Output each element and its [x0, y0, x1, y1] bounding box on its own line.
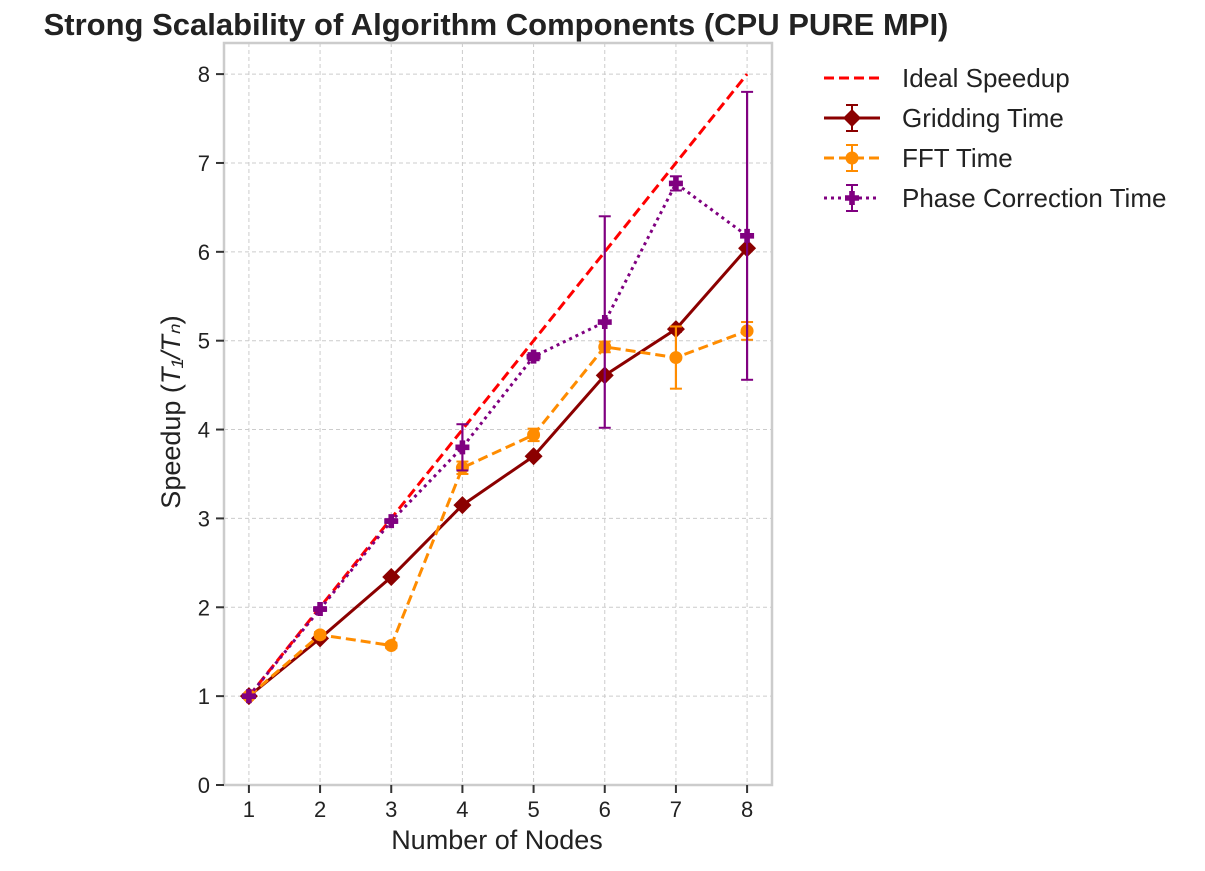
series-group: [239, 73, 757, 706]
x-tick-label-3: 3: [385, 797, 397, 822]
data-point-2-6: [669, 351, 683, 365]
legend-label-3: Phase Correction Time: [902, 183, 1166, 213]
axes: 1 2 3 4 5 6 7 8 0 1 2 3 4 5 6 7 8: [198, 41, 774, 822]
y-tick-label-2: 2: [198, 595, 210, 620]
series-line-3: [247, 181, 748, 698]
data-point-2-4: [527, 428, 541, 442]
y-axis-label-math: T₁/Tₙ: [156, 324, 186, 384]
x-tick-label-7: 7: [670, 797, 682, 822]
legend-entry-1: Gridding Time: [824, 103, 1064, 133]
y-tick-label-3: 3: [198, 506, 210, 531]
y-tick-label-0: 0: [198, 773, 210, 798]
x-tick-label-5: 5: [527, 797, 539, 822]
legend-entry-3: Phase Correction Time: [824, 183, 1166, 213]
x-tick-label-1: 1: [243, 797, 255, 822]
series-3: [241, 90, 755, 704]
x-tick-label-6: 6: [599, 797, 611, 822]
plot-frame: [222, 41, 774, 787]
legend-label-2: FFT Time: [902, 143, 1013, 173]
data-point-3-4: [526, 349, 541, 364]
data-point-2-2: [384, 638, 398, 652]
legend-marker-3: [845, 191, 859, 205]
data-point-3-0: [241, 689, 256, 704]
data-point-3-7: [740, 228, 755, 243]
legend-marker-1: [843, 109, 861, 127]
data-point-1-2: [382, 568, 401, 587]
y-axis-label: Speedup (T₁/Tₙ): [156, 315, 186, 508]
data-point-3-6: [668, 176, 683, 191]
y-tick-label-1: 1: [198, 684, 210, 709]
y-axis-label-prefix: Speedup (: [156, 384, 186, 509]
x-tick-label-4: 4: [456, 797, 468, 822]
data-point-3-3: [455, 440, 470, 455]
y-tick-label-8: 8: [198, 62, 210, 87]
legend-label-0: Ideal Speedup: [902, 63, 1070, 93]
x-tick-label-8: 8: [741, 797, 753, 822]
series-line-0: [247, 73, 749, 698]
x-axis-label: Number of Nodes: [391, 825, 603, 855]
series-line-1: [247, 247, 749, 698]
data-point-2-1: [313, 628, 327, 642]
y-tick-label-6: 6: [198, 240, 210, 265]
y-tick-label-7: 7: [198, 151, 210, 176]
data-point-1-3: [453, 496, 472, 515]
chart-title: Strong Scalability of Algorithm Componen…: [44, 7, 949, 42]
y-axis-label-suffix: ): [156, 315, 186, 324]
y-tick-label-5: 5: [198, 329, 210, 354]
data-point-3-1: [313, 602, 328, 617]
y-tick-label-4: 4: [198, 418, 210, 443]
data-point-3-2: [384, 514, 399, 529]
data-point-1-4: [524, 447, 543, 466]
series-0: [247, 73, 749, 698]
series-line-2: [247, 329, 748, 698]
data-point-3-5: [597, 315, 612, 330]
legend: Ideal Speedup Gridding Time FFT Time Phase …: [824, 63, 1166, 213]
legend-entry-0: Ideal Speedup: [824, 63, 1070, 93]
legend-label-1: Gridding Time: [902, 103, 1064, 133]
x-tick-label-2: 2: [314, 797, 326, 822]
legend-entry-2: FFT Time: [824, 143, 1013, 173]
grid: [224, 43, 772, 786]
legend-marker-2: [845, 151, 859, 165]
